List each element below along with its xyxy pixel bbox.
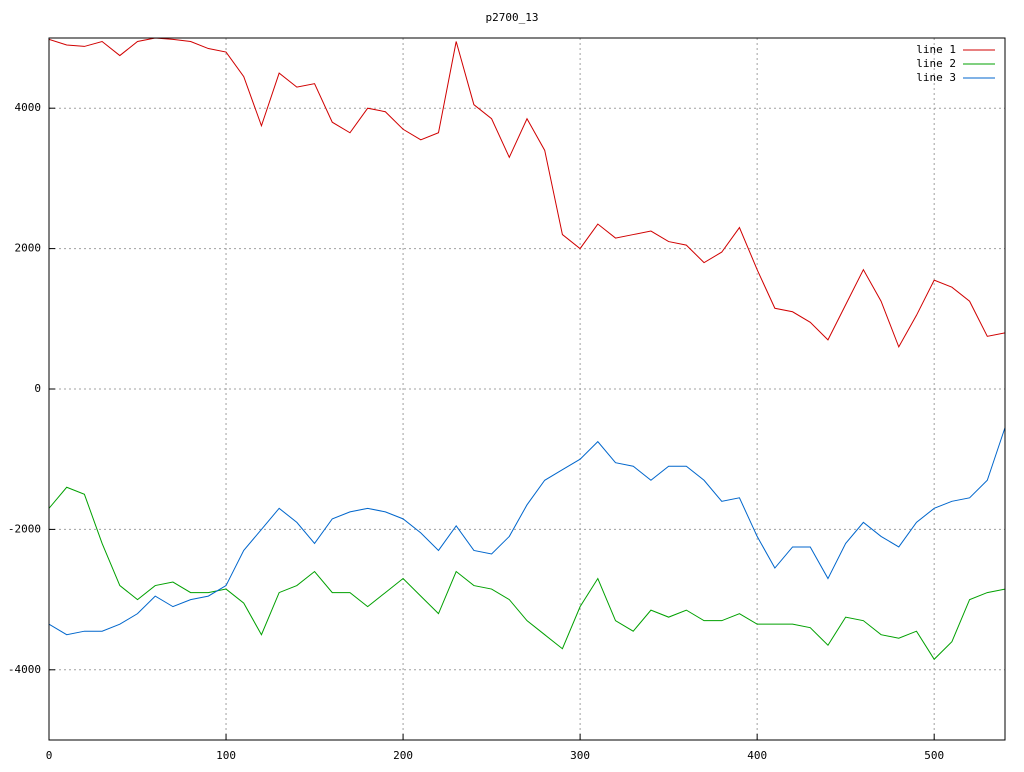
line — [49, 486, 1005, 661]
chart-title: p2700_13 — [486, 11, 539, 24]
y-tick-label: 4000 — [15, 101, 42, 114]
y-tick-label: 2000 — [15, 242, 42, 255]
x-tick-label: 100 — [216, 749, 236, 762]
plot-border — [48, 37, 1006, 741]
legend-label: line 3 — [916, 71, 956, 84]
legend-label: line 2 — [916, 57, 956, 70]
line — [49, 427, 1005, 636]
y-tick-label: 0 — [34, 382, 41, 395]
x-tick-label: 0 — [46, 749, 53, 762]
x-tick-label: 200 — [393, 749, 413, 762]
line — [49, 38, 1005, 349]
x-tick-label: 400 — [747, 749, 767, 762]
y-tick-label: -2000 — [8, 522, 41, 535]
y-tick-label: -4000 — [8, 663, 41, 676]
x-tick-label: 300 — [570, 749, 590, 762]
x-tick-label: 500 — [924, 749, 944, 762]
legend-label: line 1 — [916, 43, 956, 56]
